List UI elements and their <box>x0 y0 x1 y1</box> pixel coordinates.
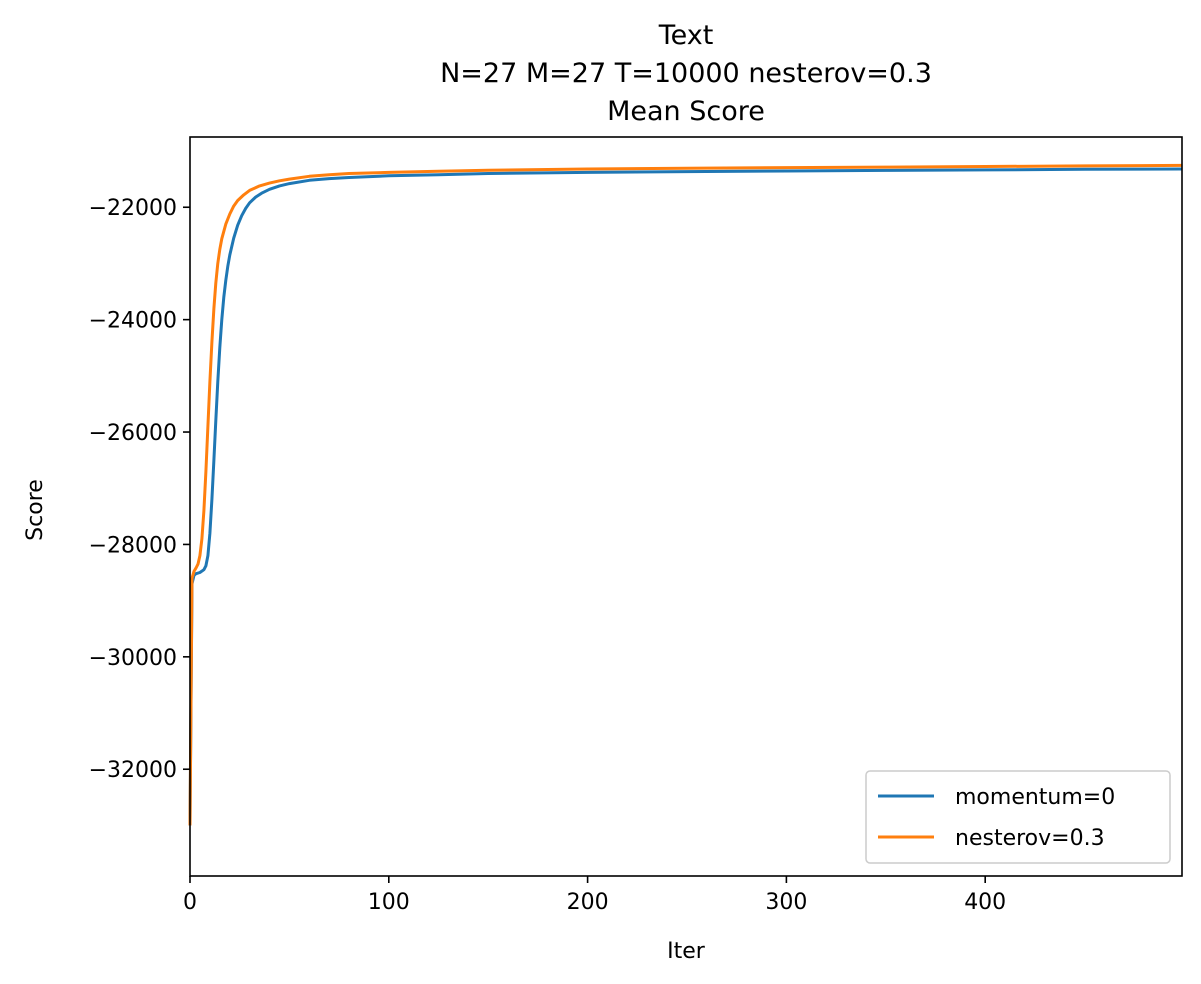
y-tick-label: −26000 <box>89 421 177 446</box>
x-axis-label: Iter <box>667 939 706 964</box>
x-tick-label: 200 <box>567 890 609 915</box>
y-tick-label: −30000 <box>89 646 177 671</box>
legend-box <box>865 770 1171 864</box>
y-tick-label: −32000 <box>89 758 177 783</box>
y-axis: −32000 −30000 −28000 −26000 −24000 −22000 <box>89 196 190 783</box>
series-line-nesterov <box>188 163 1183 826</box>
y-tick-label: −22000 <box>89 196 177 221</box>
legend-label-momentum: momentum=0 <box>955 785 1115 810</box>
y-tick-label: −24000 <box>89 309 177 334</box>
y-tick-label: −28000 <box>89 533 177 558</box>
x-tick-label: 100 <box>368 890 410 915</box>
legend: momentum=0 nesterov=0.3 <box>865 770 1171 864</box>
x-axis: 0 100 200 300 400 <box>183 876 1006 915</box>
series-layer <box>188 163 1183 826</box>
plot-area <box>188 136 1183 877</box>
chart-title-line-1: Text <box>658 20 714 51</box>
chart-title-line-3: Mean Score <box>607 96 765 127</box>
x-tick-label: 300 <box>765 890 807 915</box>
legend-label-nesterov: nesterov=0.3 <box>955 826 1105 851</box>
chart-title-line-2: N=27 M=27 T=10000 nesterov=0.3 <box>440 58 932 89</box>
x-tick-label: 400 <box>964 890 1006 915</box>
axes-frame <box>189 136 1183 877</box>
y-axis-label: Score <box>23 479 48 541</box>
x-tick-label: 0 <box>183 890 197 915</box>
chart-title: Text N=27 M=27 T=10000 nesterov=0.3 Mean… <box>440 20 932 127</box>
series-line-momentum <box>188 167 1183 826</box>
